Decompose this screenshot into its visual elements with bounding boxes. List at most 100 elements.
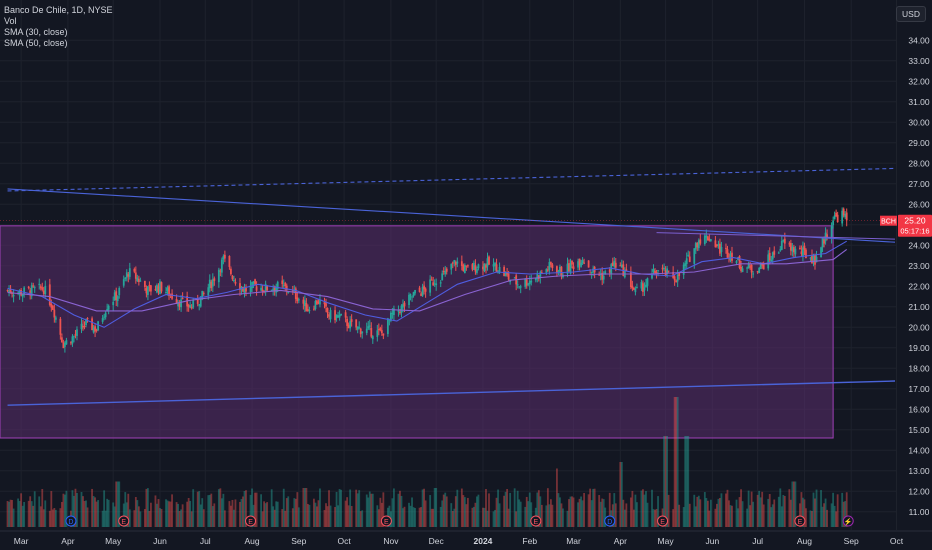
- volume-bar: [85, 500, 87, 527]
- volume-bar: [355, 489, 358, 527]
- volume-bar: [21, 505, 24, 527]
- candle-body: [252, 281, 255, 284]
- volume-bar: [693, 494, 696, 527]
- time-tick-label: Feb: [522, 536, 537, 546]
- volume-bar: [424, 500, 427, 527]
- volume-bar: [113, 506, 116, 527]
- candle-body: [435, 283, 438, 286]
- candle-body: [657, 270, 659, 272]
- candle-body: [94, 326, 96, 332]
- candle-body: [86, 318, 89, 320]
- volume-bar: [73, 495, 75, 527]
- volume-bar: [50, 491, 53, 527]
- volume-bar: [444, 492, 447, 527]
- candle-body: [812, 255, 815, 261]
- volume-bar: [95, 501, 98, 527]
- price-tick-label: 32.00: [908, 76, 930, 86]
- volume-bar: [233, 509, 235, 527]
- candle-body: [285, 285, 288, 291]
- trendlines: [7, 167, 896, 406]
- volume-bar: [150, 502, 152, 527]
- volume-bar: [756, 494, 759, 527]
- candle-body: [273, 286, 276, 291]
- volume-bar: [20, 493, 23, 527]
- volume-bar: [820, 490, 822, 527]
- volume-bar: [771, 504, 774, 527]
- symbol-title[interactable]: Banco De Chile, 1D, NYSE: [4, 5, 113, 15]
- candle-body: [251, 282, 253, 289]
- candle-body: [91, 318, 93, 331]
- candle-body: [495, 264, 498, 273]
- volume-bar: [762, 504, 765, 527]
- candle-body: [456, 261, 459, 264]
- trendline: [7, 380, 896, 406]
- price-tick-label: 26.00: [908, 199, 930, 209]
- price-axis: 34.00 33.00 32.00 31.00 30.00 29.00 28.00 27.00…: [897, 0, 932, 550]
- candle-body: [196, 298, 199, 304]
- candle-body: [536, 273, 539, 279]
- candle-body: [361, 331, 364, 334]
- volume-legend[interactable]: Vol: [4, 16, 17, 26]
- volume-bar: [556, 468, 558, 527]
- volume-bar: [349, 489, 352, 527]
- volume-bar: [44, 500, 47, 527]
- candle-body: [21, 293, 24, 297]
- candle-body: [335, 314, 338, 318]
- volume-bar: [619, 462, 622, 527]
- volume-bar: [101, 510, 104, 527]
- candle-body: [70, 342, 72, 344]
- volume-bar: [249, 494, 252, 527]
- volume-bar: [688, 503, 691, 527]
- candle-body: [377, 329, 380, 331]
- time-tick-label: Sep: [291, 536, 306, 546]
- volume-bar: [48, 510, 51, 527]
- volume-bar: [370, 493, 373, 527]
- candle-body: [568, 263, 570, 272]
- volume-bar: [54, 509, 57, 527]
- volume-bar: [33, 491, 36, 527]
- candle-body: [42, 290, 45, 294]
- currency-button[interactable]: USD: [896, 6, 926, 22]
- candle-body: [625, 269, 628, 272]
- price-tick-label: 16.00: [908, 404, 930, 414]
- candle-body: [716, 244, 718, 246]
- candle-body: [409, 294, 412, 296]
- volume-bar: [365, 494, 368, 527]
- volume-bar: [720, 493, 723, 527]
- volume-bar: [842, 501, 845, 527]
- volume-bar: [412, 507, 415, 527]
- sma50-legend[interactable]: SMA (50, close): [4, 38, 68, 48]
- volume-bar: [125, 502, 128, 527]
- volume-bar: [460, 488, 463, 527]
- volume-bar: [706, 500, 709, 527]
- countdown-label: 05:17:16: [900, 227, 929, 236]
- candle-body: [393, 308, 395, 316]
- volume-bar: [239, 501, 241, 527]
- volume-bar: [17, 498, 20, 527]
- volume-bar: [391, 498, 394, 527]
- candle-body: [187, 304, 190, 307]
- volume-bar: [429, 495, 432, 527]
- volume-bar: [726, 489, 729, 527]
- candle-body: [201, 290, 204, 299]
- candle-body: [696, 242, 699, 248]
- candle-body: [752, 273, 755, 275]
- candle-body: [30, 285, 33, 297]
- candle-body: [420, 293, 422, 296]
- volume-bar: [632, 509, 635, 527]
- event-marker-label: E: [798, 519, 803, 526]
- sma30-legend[interactable]: SMA (30, close): [4, 27, 68, 37]
- volume-bar: [316, 506, 318, 527]
- volume-bar: [592, 488, 595, 527]
- candle-body: [477, 264, 480, 269]
- volume-bar: [261, 511, 264, 527]
- candle-body: [261, 289, 264, 292]
- candle-body: [180, 299, 183, 308]
- volume-bar: [608, 492, 611, 527]
- volume-bar: [83, 501, 86, 527]
- candle-body: [294, 288, 297, 299]
- candle-body: [678, 272, 681, 276]
- sma30-line: [7, 240, 847, 328]
- candle-body: [139, 280, 142, 282]
